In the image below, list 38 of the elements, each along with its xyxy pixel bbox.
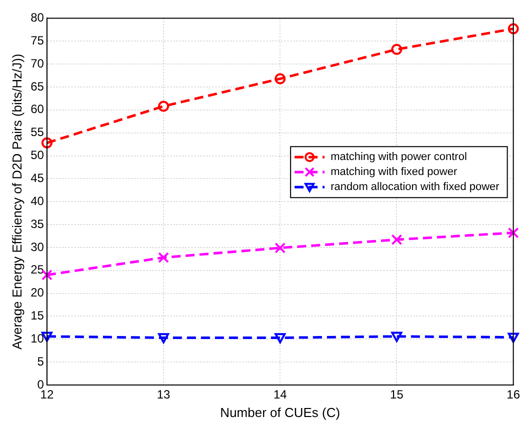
legend-label: matching with power control — [330, 151, 467, 164]
y-tick-label: 20 — [30, 286, 44, 300]
y-tick-label: 10 — [30, 331, 44, 346]
point — [508, 23, 519, 34]
y-tick-label: 30 — [30, 240, 44, 254]
point — [274, 242, 286, 254]
x-tick-label: 16 — [506, 388, 520, 402]
y-tick-label: 65 — [30, 79, 44, 94]
y-tick-label: 80 — [30, 10, 44, 25]
legend-label: matching with fixed power — [330, 166, 458, 178]
point — [158, 100, 170, 112]
y-tick-label: 75 — [30, 33, 44, 48]
y-tick-label: 35 — [30, 216, 44, 231]
y-tick-label: 50 — [30, 148, 44, 162]
point — [274, 73, 286, 84]
y-tick-label: 25 — [30, 262, 44, 277]
point — [508, 332, 519, 343]
x-tick-label: 13 — [156, 388, 171, 402]
x-tick-label: 15 — [390, 388, 404, 402]
legend-label: random allocation with fixed power — [330, 181, 500, 194]
y-tick-label: 55 — [30, 125, 44, 140]
x-tick-label: 14 — [273, 388, 288, 402]
point — [391, 44, 402, 55]
y-axis-title: Average Energy Efficiency of D2D Pairs (bits/Hz/J)) — [9, 54, 24, 350]
y-tick-label: 45 — [30, 170, 44, 185]
x-axis-title: Number of CUEs (C) — [220, 404, 340, 420]
point — [508, 227, 519, 238]
point — [158, 333, 170, 344]
y-tick-label: 15 — [30, 308, 44, 323]
point — [41, 137, 52, 148]
y-tick-label: 70 — [30, 56, 44, 70]
point — [391, 332, 402, 342]
point — [158, 252, 170, 264]
point — [391, 234, 402, 246]
y-tick-label: 40 — [30, 194, 44, 208]
point — [274, 333, 286, 344]
y-tick-label: 60 — [30, 102, 44, 116]
y-tick-label: 5 — [37, 354, 44, 368]
